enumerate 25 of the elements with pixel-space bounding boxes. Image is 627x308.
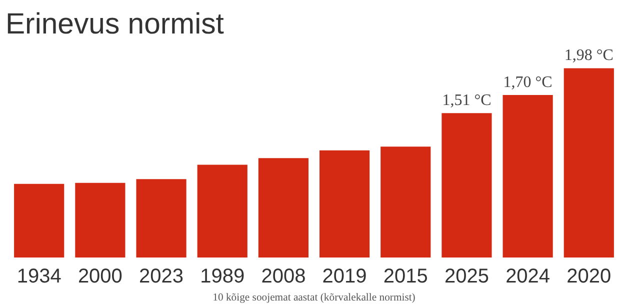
text: 10 kõige soojemat aastat (kõrvalekalle normist) xyxy=(212,292,416,304)
x-tick-label: 1989 xyxy=(200,266,245,288)
bar xyxy=(380,146,431,258)
bar xyxy=(197,164,248,258)
bar xyxy=(502,94,553,258)
x-tick-label: 2008 xyxy=(261,266,306,288)
data-label: 1,70 °C xyxy=(503,74,552,91)
bar xyxy=(14,184,64,258)
data-label: 1,51 °C xyxy=(442,92,492,110)
chart-title: Erinevus normist xyxy=(6,8,224,40)
x-tick-label: 2020 xyxy=(566,266,612,288)
bar xyxy=(442,113,492,258)
bar xyxy=(320,150,370,258)
data-label: 1,98 °C xyxy=(564,47,614,64)
x-tick-label: 2015 xyxy=(383,266,428,288)
x-tick-label: 2000 xyxy=(78,266,122,288)
x-tick-label: 2019 xyxy=(322,266,367,288)
bar xyxy=(136,179,186,258)
bar xyxy=(258,158,308,258)
x-tick-label: 2025 xyxy=(444,266,489,288)
bar xyxy=(75,182,126,258)
x-tick-label: 2024 xyxy=(506,266,550,288)
bar xyxy=(564,68,614,258)
x-tick-label: 2023 xyxy=(139,266,184,288)
x-tick-label: 1934 xyxy=(16,266,62,288)
